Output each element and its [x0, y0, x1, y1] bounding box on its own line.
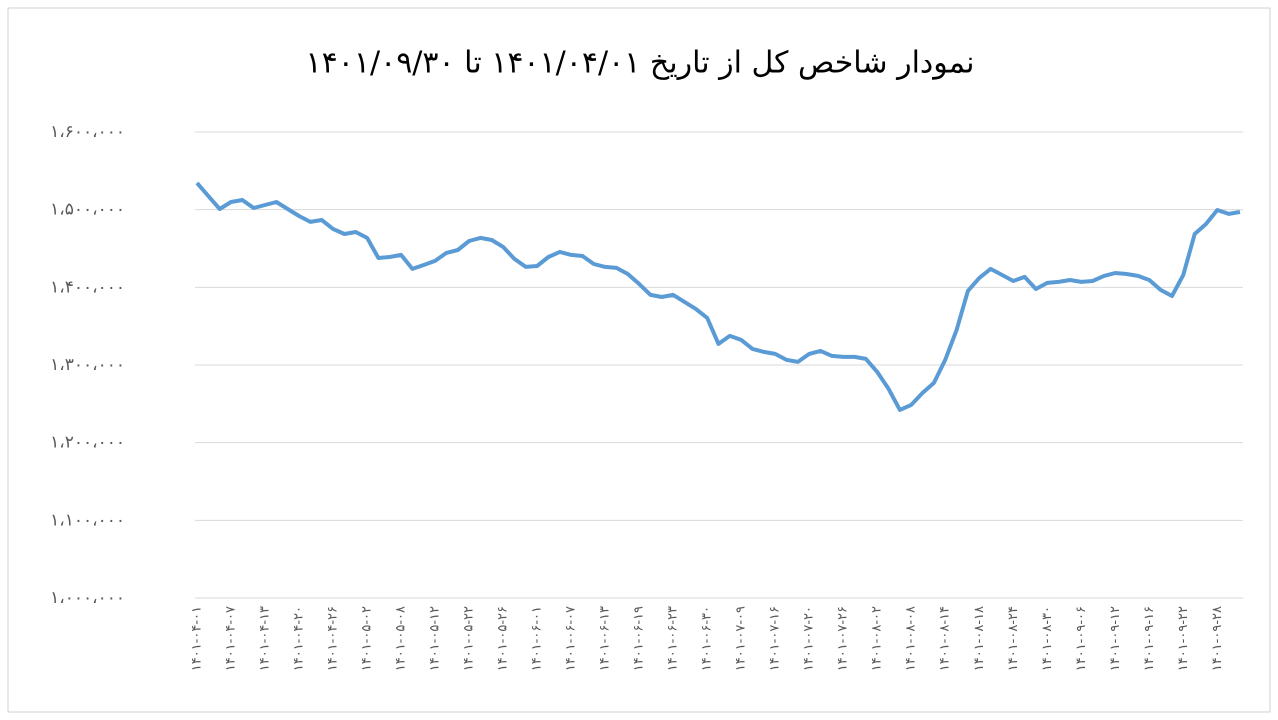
- x-tick-label: ۱۴۰۱-۰۹-۲۲: [1176, 606, 1191, 671]
- x-tick-label: ۱۴۰۱-۰۷-۰۹: [734, 606, 749, 671]
- x-tick-label: ۱۴۰۱-۰۸-۱۸: [972, 606, 987, 671]
- y-tick-label: ۱،۳۰۰،۰۰۰: [50, 355, 125, 375]
- x-tick-label: ۱۴۰۱-۰۴-۰۱: [190, 606, 205, 671]
- line: [195, 181, 1241, 412]
- x-tick-label: ۱۴۰۱-۰۸-۳۰: [1040, 606, 1055, 671]
- x-tick-label: ۱۴۰۱-۰۵-۰۸: [394, 606, 409, 671]
- y-tick-label: ۱،۵۰۰،۰۰۰: [50, 200, 125, 220]
- x-tick-label: ۱۴۰۱-۰۴-۱۳: [258, 606, 273, 671]
- y-tick-label: ۱،۶۰۰،۰۰۰: [50, 122, 125, 142]
- x-tick-label: ۱۴۰۱-۰۶-۰۱: [530, 606, 545, 671]
- x-tick-label: ۱۴۰۱-۰۵-۰۲: [360, 606, 375, 671]
- x-tick-label: ۱۴۰۱-۰۸-۱۴: [938, 606, 953, 671]
- x-tick-label: ۱۴۰۱-۰۸-۲۴: [1006, 606, 1021, 671]
- x-tick-label: ۱۴۰۱-۰۹-۱۶: [1142, 606, 1157, 671]
- x-tick-label: ۱۴۰۱-۰۶-۲۳: [666, 606, 681, 671]
- y-tick-label: ۱،۴۰۰،۰۰۰: [50, 277, 125, 297]
- x-tick-label: ۱۴۰۱-۰۸-۰۲: [870, 606, 885, 671]
- x-tick-label: ۱۴۰۱-۰۴-۲۰: [292, 606, 307, 671]
- x-tick-label: ۱۴۰۱-۰۵-۲۲: [462, 606, 477, 671]
- x-tick-label: ۱۴۰۱-۰۵-۱۲: [428, 606, 443, 671]
- x-tick-label: ۱۴۰۱-۰۷-۲۰: [802, 606, 817, 671]
- x-tick-label: ۱۴۰۱-۰۹-۰۶: [1074, 606, 1089, 671]
- x-tick-label: ۱۴۰۱-۰۵-۲۶: [496, 606, 511, 671]
- x-tick-label: ۱۴۰۱-۰۹-۱۲: [1108, 606, 1123, 671]
- x-tick-label: ۱۴۰۱-۰۷-۱۶: [768, 606, 783, 671]
- x-tick-label: ۱۴۰۱-۰۴-۰۷: [224, 606, 239, 671]
- y-tick-label: ۱،۱۰۰،۰۰۰: [50, 510, 125, 530]
- x-tick-label: ۱۴۰۱-۰۶-۳۰: [700, 606, 715, 671]
- x-tick-label: ۱۴۰۱-۰۹-۲۸: [1210, 606, 1225, 671]
- chart-frame: [7, 7, 1271, 713]
- x-tick-label: ۱۴۰۱-۰۸-۰۸: [904, 606, 919, 671]
- x-tick-label: ۱۴۰۱-۰۷-۲۶: [836, 606, 851, 671]
- x-tick-label: ۱۴۰۱-۰۶-۰۷: [564, 606, 579, 671]
- chart-title: نمودار شاخص کل از تاریخ ۱۴۰۱/۰۴/۰۱ تا ۱۴…: [306, 46, 975, 81]
- x-tick-label: ۱۴۰۱-۰۶-۱۹: [632, 606, 647, 671]
- x-tick-label: ۱۴۰۱-۰۶-۱۳: [598, 606, 613, 671]
- x-tick-label: ۱۴۰۱-۰۴-۲۶: [326, 606, 341, 671]
- y-tick-label: ۱،۲۰۰،۰۰۰: [50, 433, 125, 453]
- y-tick-label: ۱،۰۰۰،۰۰۰: [50, 588, 125, 608]
